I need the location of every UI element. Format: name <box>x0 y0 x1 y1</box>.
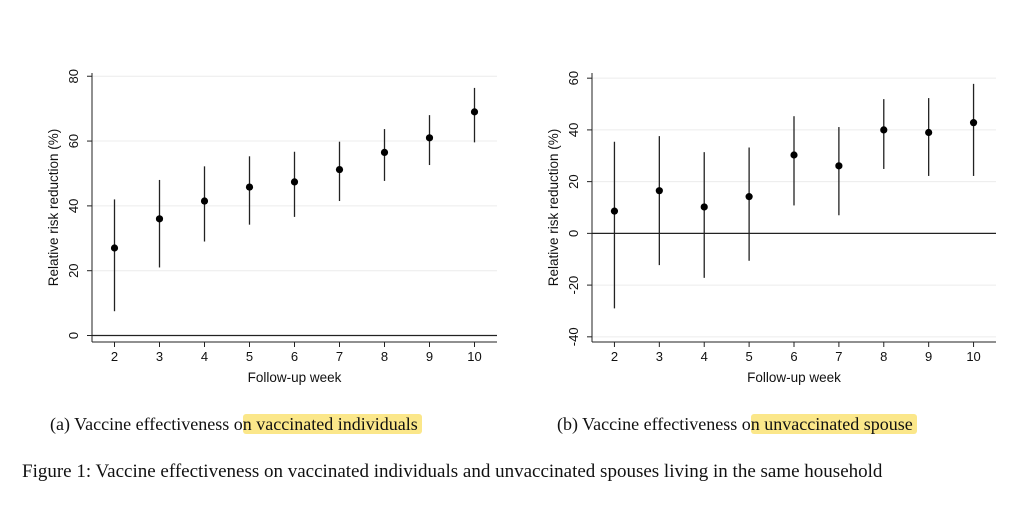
x-tick-label: 6 <box>790 349 797 364</box>
subtitle-a-text: (a) Vaccine effectiveness o <box>50 414 243 434</box>
data-point <box>200 197 209 205</box>
data-point <box>745 193 753 201</box>
x-tick-label: 3 <box>156 349 163 364</box>
x-tick-label: 10 <box>966 349 980 364</box>
x-tick-label: 8 <box>381 349 388 364</box>
y-tick-label: 80 <box>66 69 81 83</box>
data-point <box>610 207 619 215</box>
x-tick-label: 4 <box>201 349 208 364</box>
x-tick-label: 2 <box>111 349 118 364</box>
x-tick-label: 8 <box>880 349 887 364</box>
figure-caption: Figure 1: Vaccine effectiveness on vacci… <box>22 461 883 482</box>
data-point <box>969 119 978 127</box>
y-tick-label: 20 <box>66 263 81 277</box>
data-point <box>155 215 164 223</box>
data-point <box>790 151 798 159</box>
x-axis-title: Follow-up week <box>248 370 342 385</box>
subtitle-b-text: (b) Vaccine effectiveness o <box>557 414 751 434</box>
data-point <box>700 203 708 211</box>
y-axis-title: Relative risk reduction (%) <box>46 129 61 287</box>
x-tick-label: 2 <box>611 349 618 364</box>
subtitle-b-highlight: n unvaccinated spouse <box>750 414 917 434</box>
y-axis-title: Relative risk reduction (%) <box>546 129 561 287</box>
y-tick-label: 40 <box>566 123 581 137</box>
subtitle-a-highlight: n vaccinated individuals <box>242 414 422 434</box>
y-tick-label: -20 <box>566 276 581 295</box>
y-tick-label: 0 <box>566 230 581 237</box>
y-tick-label: -40 <box>566 327 581 346</box>
subtitle-b: (b) Vaccine effectiveness on unvaccinate… <box>557 414 917 435</box>
x-axis-title: Follow-up week <box>747 370 841 385</box>
x-tick-label: 9 <box>925 349 932 364</box>
x-tick-label: 5 <box>246 349 253 364</box>
x-tick-label: 7 <box>336 349 343 364</box>
x-tick-label: 7 <box>835 349 842 364</box>
data-point <box>880 126 888 134</box>
data-point <box>470 108 479 116</box>
data-point <box>835 162 843 170</box>
data-point <box>380 148 389 157</box>
y-tick-label: 20 <box>566 174 581 188</box>
data-point <box>245 183 254 191</box>
x-tick-label: 4 <box>701 349 708 364</box>
x-tick-label: 6 <box>291 349 298 364</box>
subtitle-a: (a) Vaccine effectiveness on vaccinated … <box>50 414 422 435</box>
panel-b-chart: -40 -20 0 20 40 60 2 3 4 5 6 7 8 9 10 Follow-up week Rel… <box>546 71 996 385</box>
data-point <box>655 187 663 195</box>
data-point <box>925 128 933 137</box>
x-tick-label: 5 <box>745 349 752 364</box>
y-tick-label: 60 <box>566 71 581 85</box>
data-point <box>425 134 434 142</box>
x-tick-label: 3 <box>656 349 663 364</box>
x-tick-label: 9 <box>426 349 433 364</box>
y-tick-label: 0 <box>66 332 81 339</box>
y-tick-label: 40 <box>66 199 81 213</box>
y-tick-label: 60 <box>66 134 81 148</box>
data-point <box>110 244 119 252</box>
data-point <box>290 178 299 186</box>
x-tick-label: 10 <box>467 349 481 364</box>
data-point <box>335 165 344 174</box>
panel-a-chart: 0 20 40 60 80 2 3 4 5 6 7 8 9 10 Follow-up week Relativ… <box>46 69 497 385</box>
